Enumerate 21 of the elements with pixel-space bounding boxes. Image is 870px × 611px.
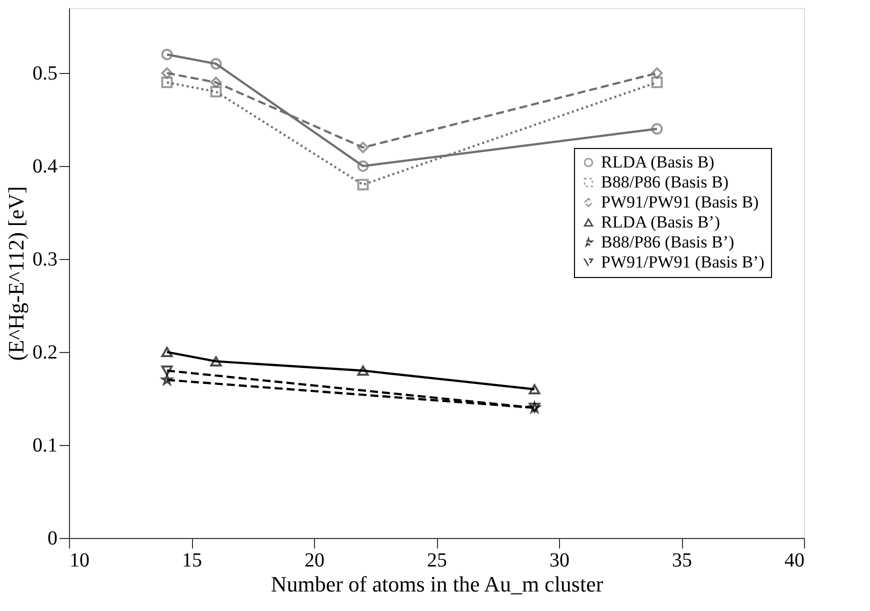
x-tick-label: 40 bbox=[784, 550, 804, 572]
y-axis-title: (E^Hg-E^112) [eV] bbox=[4, 186, 28, 361]
x-tick-label: 10 bbox=[70, 550, 90, 572]
y-tick-label: 0.4 bbox=[32, 156, 58, 178]
y-tick-label: 0.1 bbox=[32, 434, 58, 457]
legend-label: PW91/PW91 (Basis B’) bbox=[601, 252, 764, 272]
legend-label: B88/P86 (Basis B’) bbox=[601, 232, 734, 252]
x-tick-label: 30 bbox=[550, 550, 570, 572]
x-tick-label: 25 bbox=[427, 550, 447, 572]
y-tick-label: 0.2 bbox=[32, 342, 58, 364]
legend-label: RLDA (Basis B) bbox=[601, 152, 714, 172]
legend-label: B88/P86 (Basis B) bbox=[601, 172, 729, 192]
x-tick-label: 20 bbox=[304, 550, 324, 572]
x-axis-title: Number of atoms in the Au_m cluster bbox=[270, 572, 604, 596]
legend-label: PW91/PW91 (Basis B) bbox=[601, 192, 759, 212]
y-tick-label: 0.3 bbox=[32, 248, 58, 271]
y-tick-label: 0.5 bbox=[32, 62, 58, 85]
x-tick-label: 35 bbox=[672, 550, 692, 572]
x-tick-label: 15 bbox=[182, 550, 202, 572]
legend-label: RLDA (Basis B’) bbox=[601, 212, 720, 232]
y-tick-label: 0 bbox=[48, 528, 58, 550]
